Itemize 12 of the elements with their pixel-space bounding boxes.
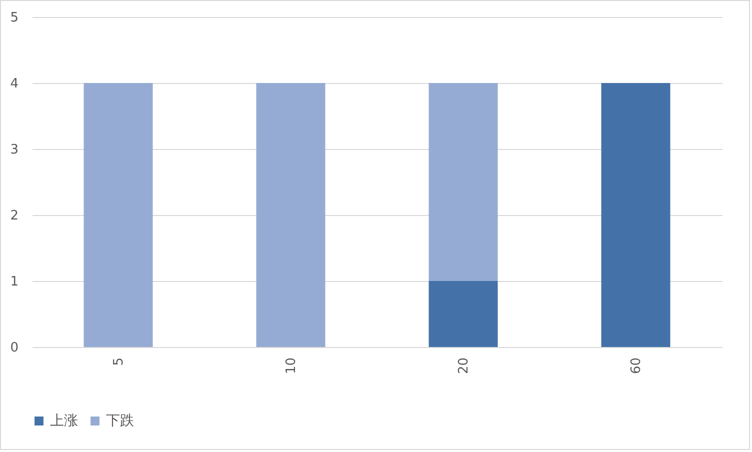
legend-label: 上涨 xyxy=(50,413,78,429)
legend-label: 下跌 xyxy=(106,413,134,429)
y-tick-label: 5 xyxy=(10,10,18,26)
x-tick-label: 5 xyxy=(111,358,126,366)
x-tick-label: 20 xyxy=(456,358,472,374)
y-tick-label: 0 xyxy=(10,340,18,356)
y-tick-label: 1 xyxy=(10,274,18,290)
x-tick-label: 60 xyxy=(628,358,644,374)
y-tick-label: 4 xyxy=(10,76,18,92)
y-tick-label: 2 xyxy=(10,208,18,224)
x-tick-label: 10 xyxy=(284,358,299,374)
y-tick-label: 3 xyxy=(10,142,18,158)
